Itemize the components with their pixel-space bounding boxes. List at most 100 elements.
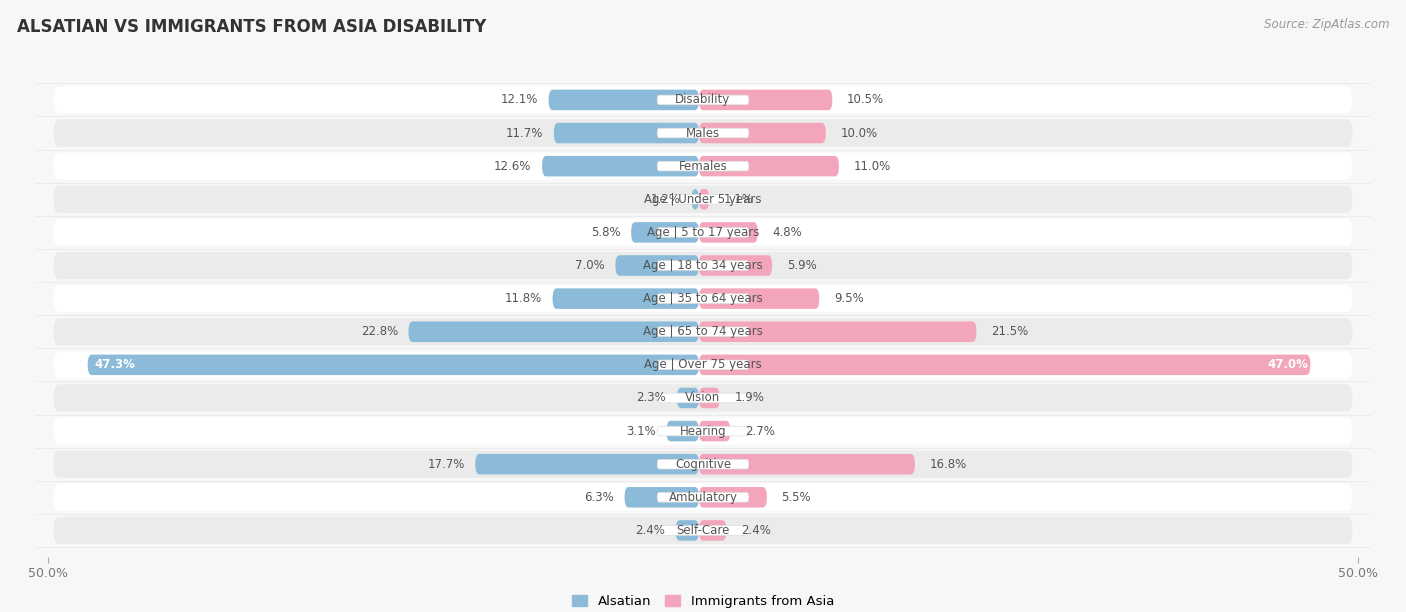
Text: Disability: Disability	[675, 94, 731, 106]
Text: 5.9%: 5.9%	[787, 259, 817, 272]
Text: 11.7%: 11.7%	[506, 127, 543, 140]
FancyBboxPatch shape	[631, 222, 699, 242]
FancyBboxPatch shape	[676, 388, 699, 408]
FancyBboxPatch shape	[699, 487, 766, 507]
Text: 5.8%: 5.8%	[591, 226, 620, 239]
FancyBboxPatch shape	[53, 517, 1353, 544]
FancyBboxPatch shape	[53, 318, 1353, 345]
Text: 11.8%: 11.8%	[505, 292, 541, 305]
Text: 2.7%: 2.7%	[745, 425, 775, 438]
Text: 1.9%: 1.9%	[734, 392, 765, 405]
Text: 7.0%: 7.0%	[575, 259, 605, 272]
Text: 47.3%: 47.3%	[94, 359, 135, 371]
FancyBboxPatch shape	[699, 520, 727, 540]
Text: 1.1%: 1.1%	[724, 193, 754, 206]
Text: 17.7%: 17.7%	[427, 458, 464, 471]
Legend: Alsatian, Immigrants from Asia: Alsatian, Immigrants from Asia	[567, 589, 839, 612]
FancyBboxPatch shape	[53, 119, 1353, 147]
Text: 10.5%: 10.5%	[846, 94, 884, 106]
FancyBboxPatch shape	[53, 86, 1353, 113]
FancyBboxPatch shape	[53, 219, 1353, 246]
Text: 10.0%: 10.0%	[841, 127, 877, 140]
FancyBboxPatch shape	[657, 294, 749, 304]
Text: 2.4%: 2.4%	[741, 524, 770, 537]
FancyBboxPatch shape	[657, 360, 749, 370]
Text: 12.1%: 12.1%	[501, 94, 538, 106]
Text: 16.8%: 16.8%	[929, 458, 967, 471]
Text: Source: ZipAtlas.com: Source: ZipAtlas.com	[1264, 18, 1389, 31]
FancyBboxPatch shape	[87, 354, 699, 375]
FancyBboxPatch shape	[409, 321, 699, 342]
Text: Age | 35 to 64 years: Age | 35 to 64 years	[643, 292, 763, 305]
FancyBboxPatch shape	[554, 123, 699, 143]
FancyBboxPatch shape	[699, 255, 772, 276]
Text: 5.5%: 5.5%	[782, 491, 811, 504]
FancyBboxPatch shape	[666, 421, 699, 441]
Text: Females: Females	[679, 160, 727, 173]
FancyBboxPatch shape	[699, 421, 730, 441]
Text: 21.5%: 21.5%	[991, 325, 1028, 338]
FancyBboxPatch shape	[657, 195, 749, 204]
Text: Age | Under 5 years: Age | Under 5 years	[644, 193, 762, 206]
Text: ALSATIAN VS IMMIGRANTS FROM ASIA DISABILITY: ALSATIAN VS IMMIGRANTS FROM ASIA DISABIL…	[17, 18, 486, 36]
Text: 4.8%: 4.8%	[772, 226, 803, 239]
FancyBboxPatch shape	[699, 321, 976, 342]
Text: Age | Over 75 years: Age | Over 75 years	[644, 359, 762, 371]
Text: 2.4%: 2.4%	[636, 524, 665, 537]
Text: 1.2%: 1.2%	[651, 193, 681, 206]
FancyBboxPatch shape	[475, 454, 699, 474]
FancyBboxPatch shape	[699, 388, 720, 408]
FancyBboxPatch shape	[53, 285, 1353, 312]
FancyBboxPatch shape	[53, 185, 1353, 213]
FancyBboxPatch shape	[616, 255, 699, 276]
FancyBboxPatch shape	[699, 354, 1310, 375]
Text: Cognitive: Cognitive	[675, 458, 731, 471]
FancyBboxPatch shape	[657, 526, 749, 536]
FancyBboxPatch shape	[53, 384, 1353, 411]
FancyBboxPatch shape	[548, 90, 699, 110]
FancyBboxPatch shape	[53, 152, 1353, 180]
FancyBboxPatch shape	[53, 252, 1353, 279]
Text: 12.6%: 12.6%	[494, 160, 531, 173]
FancyBboxPatch shape	[699, 454, 915, 474]
FancyBboxPatch shape	[624, 487, 699, 507]
FancyBboxPatch shape	[657, 493, 749, 502]
FancyBboxPatch shape	[53, 417, 1353, 445]
FancyBboxPatch shape	[657, 228, 749, 237]
FancyBboxPatch shape	[676, 520, 699, 540]
Text: Age | 5 to 17 years: Age | 5 to 17 years	[647, 226, 759, 239]
Text: Self-Care: Self-Care	[676, 524, 730, 537]
FancyBboxPatch shape	[657, 460, 749, 469]
FancyBboxPatch shape	[692, 189, 699, 209]
Text: 22.8%: 22.8%	[360, 325, 398, 338]
Text: 47.0%: 47.0%	[1267, 359, 1308, 371]
FancyBboxPatch shape	[699, 156, 839, 176]
Text: Age | 65 to 74 years: Age | 65 to 74 years	[643, 325, 763, 338]
Text: Vision: Vision	[685, 392, 721, 405]
Text: 3.1%: 3.1%	[626, 425, 655, 438]
FancyBboxPatch shape	[657, 393, 749, 403]
Text: Hearing: Hearing	[679, 425, 727, 438]
Text: Males: Males	[686, 127, 720, 140]
FancyBboxPatch shape	[543, 156, 699, 176]
FancyBboxPatch shape	[53, 351, 1353, 378]
FancyBboxPatch shape	[699, 189, 709, 209]
Text: Ambulatory: Ambulatory	[668, 491, 738, 504]
Text: 2.3%: 2.3%	[637, 392, 666, 405]
FancyBboxPatch shape	[53, 450, 1353, 478]
Text: Age | 18 to 34 years: Age | 18 to 34 years	[643, 259, 763, 272]
FancyBboxPatch shape	[553, 288, 699, 309]
FancyBboxPatch shape	[657, 95, 749, 105]
FancyBboxPatch shape	[657, 427, 749, 436]
Text: 9.5%: 9.5%	[834, 292, 863, 305]
FancyBboxPatch shape	[657, 327, 749, 337]
Text: 6.3%: 6.3%	[585, 491, 614, 504]
FancyBboxPatch shape	[699, 90, 832, 110]
FancyBboxPatch shape	[53, 483, 1353, 511]
FancyBboxPatch shape	[699, 288, 820, 309]
FancyBboxPatch shape	[699, 123, 825, 143]
FancyBboxPatch shape	[657, 261, 749, 271]
FancyBboxPatch shape	[699, 222, 758, 242]
Text: 11.0%: 11.0%	[853, 160, 891, 173]
FancyBboxPatch shape	[657, 129, 749, 138]
